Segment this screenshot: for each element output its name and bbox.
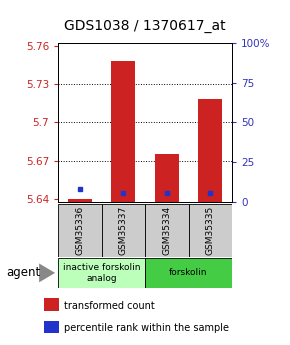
Text: agent: agent [6, 266, 40, 279]
Text: GSM35336: GSM35336 [75, 206, 84, 255]
Text: transformed count: transformed count [64, 301, 155, 310]
Text: GSM35334: GSM35334 [162, 206, 171, 255]
Text: percentile rank within the sample: percentile rank within the sample [64, 323, 229, 333]
Text: GSM35337: GSM35337 [119, 206, 128, 255]
Bar [145, 258, 232, 288]
Bar [188, 204, 232, 257]
Bar [155, 155, 179, 202]
Bar [68, 199, 92, 202]
Text: GSM35335: GSM35335 [206, 206, 215, 255]
Text: inactive forskolin
analog: inactive forskolin analog [63, 263, 140, 283]
Text: forskolin: forskolin [169, 268, 208, 277]
Bar [58, 258, 145, 288]
Text: GDS1038 / 1370617_at: GDS1038 / 1370617_at [64, 19, 226, 33]
Bar [102, 204, 145, 257]
Polygon shape [39, 264, 55, 282]
Bar [198, 99, 222, 202]
Bar [44, 298, 59, 311]
Bar [44, 321, 59, 334]
Bar [145, 204, 188, 257]
Bar [111, 61, 135, 202]
Bar [58, 204, 102, 257]
